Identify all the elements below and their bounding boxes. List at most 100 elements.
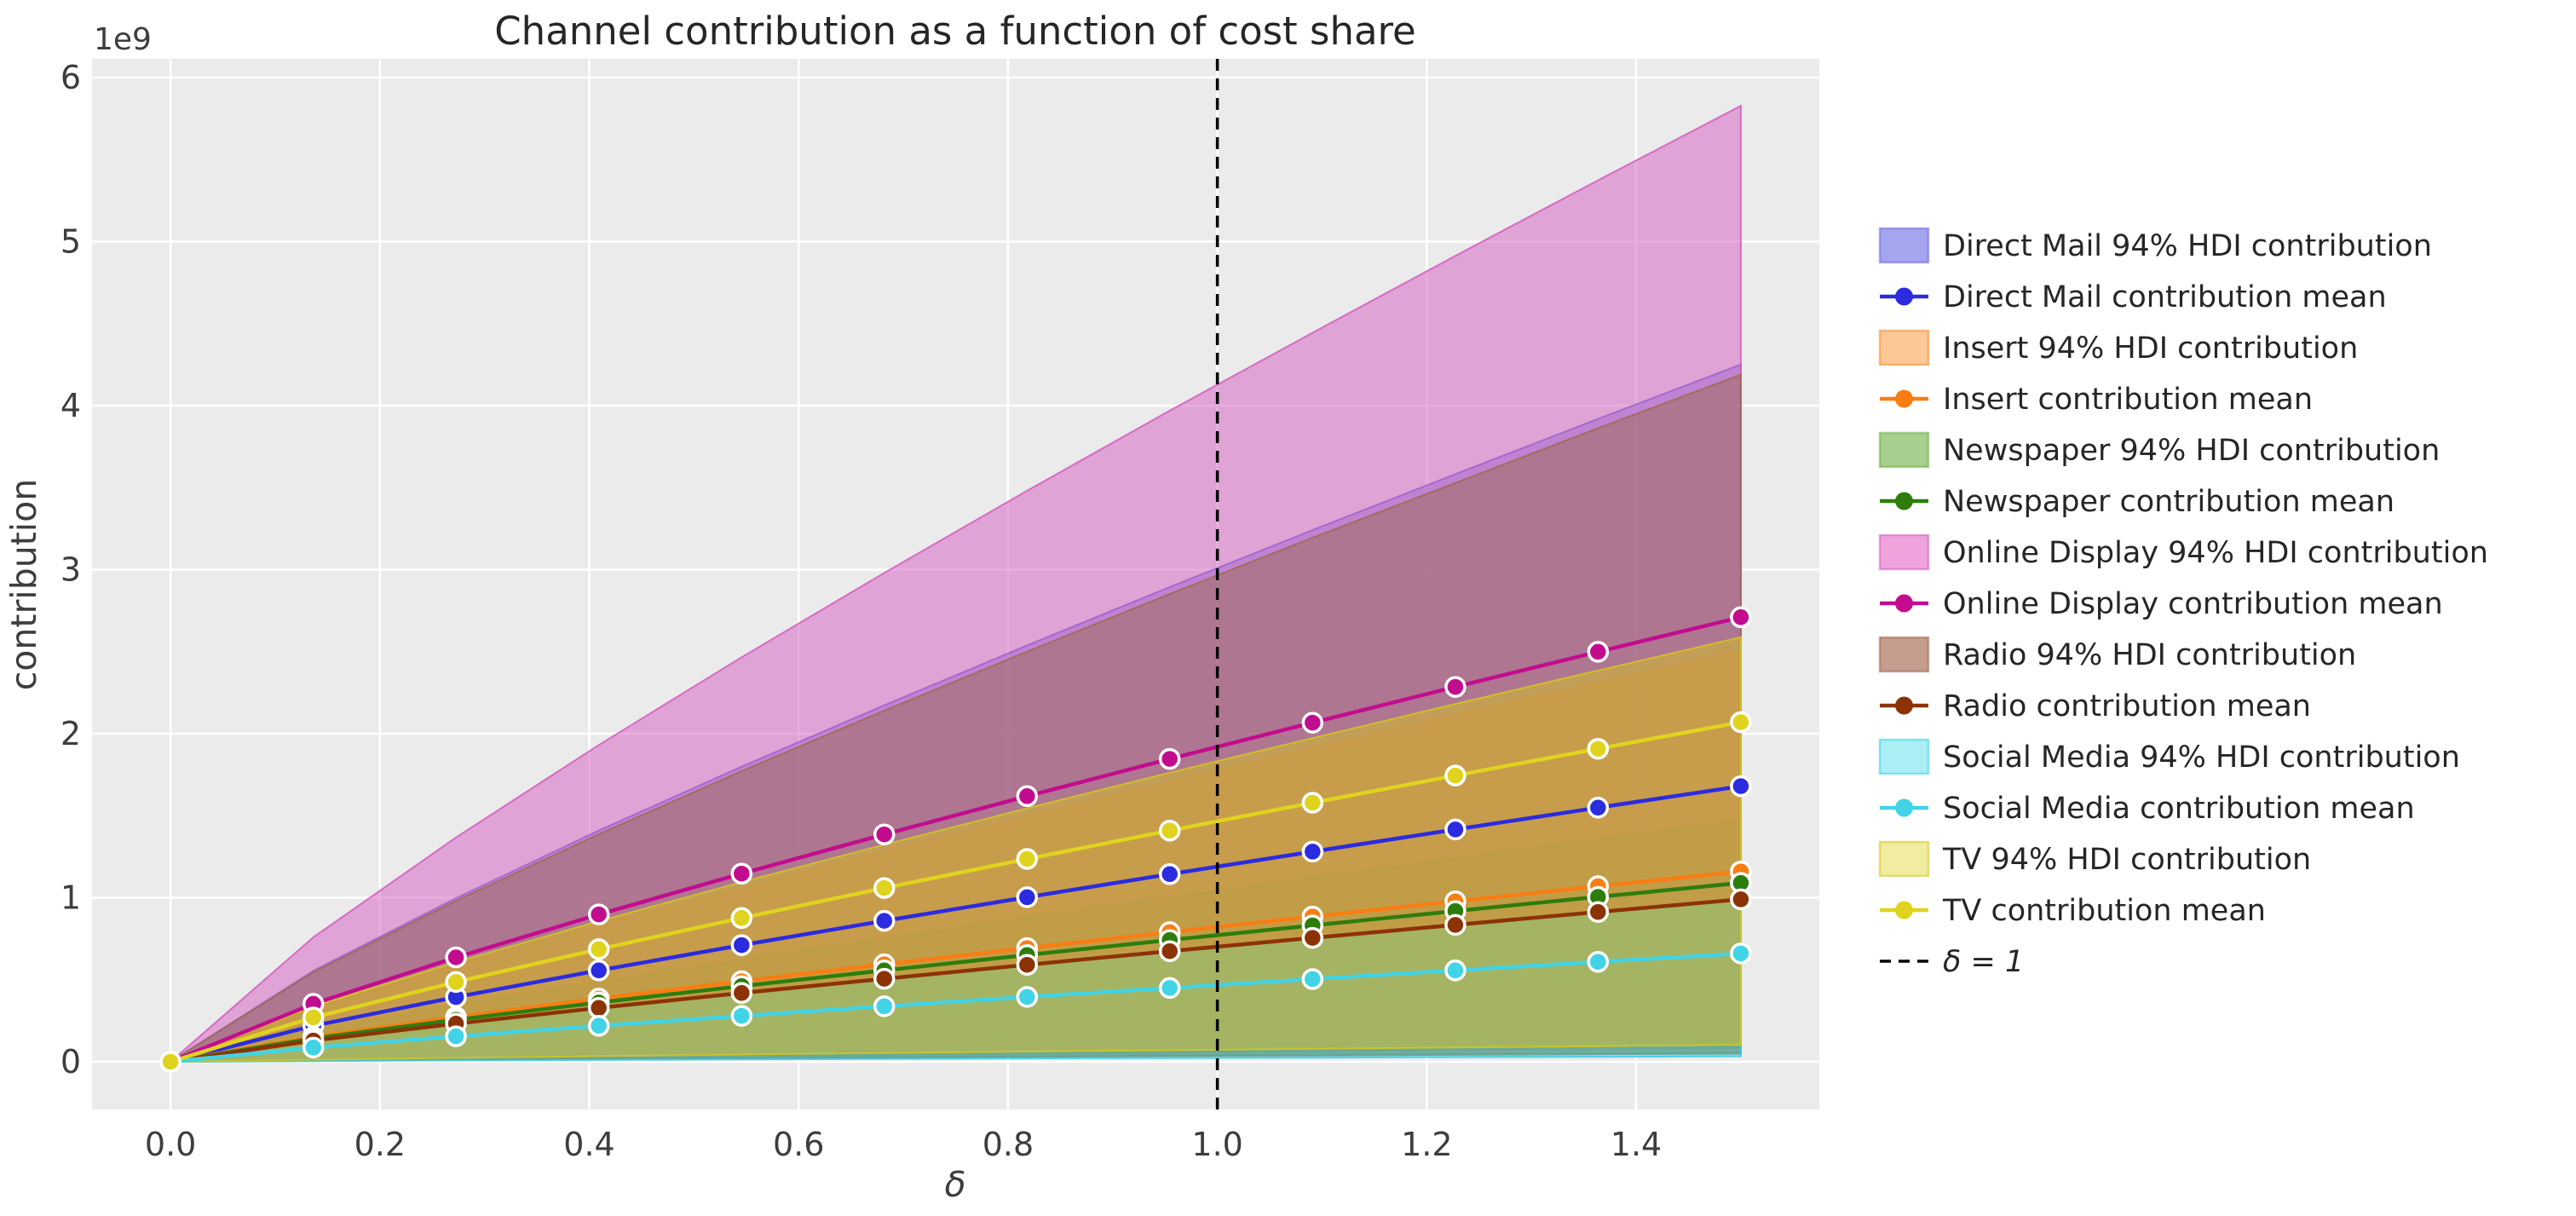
online-display-marker <box>1444 676 1467 698</box>
legend-label: Online Display 94% HDI contribution <box>1943 536 2488 570</box>
y-tick-label: 4 <box>61 387 81 424</box>
x-axis-label: δ <box>944 1164 965 1205</box>
online-display-marker <box>1587 641 1610 663</box>
tv-marker <box>445 971 467 994</box>
online-display-marker <box>1158 747 1181 770</box>
y-tick-labels: 0 1 2 3 4 5 6 <box>61 59 81 1081</box>
legend-entry: Newspaper contribution mean <box>1880 485 2394 519</box>
x-tick-label: 0.8 <box>983 1126 1034 1163</box>
radio-marker <box>1730 888 1752 911</box>
online-display-marker <box>445 946 467 969</box>
radio-marker <box>873 967 896 990</box>
legend-label: TV contribution mean <box>1942 894 2266 928</box>
tv-marker <box>1587 737 1610 760</box>
legend-entry: Insert contribution mean <box>1880 383 2313 417</box>
newspaper-mean-line <box>170 880 1742 1064</box>
online-display-marker <box>587 903 610 925</box>
legend-line-marker <box>1895 594 1913 613</box>
legend-entry: Social Media 94% HDI contribution <box>1878 738 2460 775</box>
radio-mean-line <box>170 897 1742 1064</box>
x-tick-label: 1.0 <box>1191 1126 1242 1163</box>
legend-entry: Newspaper 94% HDI contribution <box>1878 431 2440 469</box>
tv-marker <box>1158 819 1181 842</box>
radio-marker <box>1587 901 1610 923</box>
tv-marker <box>587 938 610 960</box>
legend-label: Online Display contribution mean <box>1943 587 2443 621</box>
legend-entry: Radio contribution mean <box>1880 689 2311 723</box>
online-display-marker <box>1730 606 1752 629</box>
legend-line-marker <box>1895 389 1913 408</box>
social-media-marker <box>1301 968 1324 990</box>
legend-entry: Direct Mail 94% HDI contribution <box>1878 227 2432 264</box>
legend-label: Radio 94% HDI contribution <box>1943 638 2356 672</box>
legend-entry: Online Display 94% HDI contribution <box>1878 533 2488 571</box>
legend-label: Newspaper contribution mean <box>1943 485 2394 519</box>
direct-mail-marker <box>1301 840 1324 863</box>
legend-line-marker <box>1895 492 1913 510</box>
social-media-marker <box>1587 950 1610 973</box>
y-axis-offset-label: 1e9 <box>94 22 152 57</box>
radio-marker <box>1158 940 1181 962</box>
legend-label: Radio contribution mean <box>1943 689 2311 723</box>
legend-label: Newspaper 94% HDI contribution <box>1943 434 2440 468</box>
x-tick-labels: 0.0 0.2 0.4 0.6 0.8 1.0 1.2 1.4 <box>145 1126 1662 1163</box>
legend-label: Insert contribution mean <box>1943 383 2313 417</box>
legend-entry: TV 94% HDI contribution <box>1878 840 2311 878</box>
x-tick-label: 0.2 <box>354 1126 406 1163</box>
direct-mail-marker <box>1016 886 1039 908</box>
social-media-marker <box>1444 960 1467 982</box>
legend-patch-swatch <box>1878 227 1930 264</box>
direct-mail-marker <box>1444 818 1467 841</box>
y-tick-label: 2 <box>61 715 81 752</box>
legend-label: δ = 1 <box>1943 945 2024 979</box>
direct-mail-marker <box>1158 863 1181 885</box>
tv-marker <box>1016 848 1039 870</box>
legend-entry: Radio 94% HDI contribution <box>1878 636 2356 673</box>
radio-marker <box>1016 954 1039 976</box>
tv-marker <box>730 907 753 930</box>
direct-mail-marker <box>1587 797 1610 819</box>
insert-mean-line <box>170 869 1742 1064</box>
legend-entry: TV contribution mean <box>1880 894 2266 928</box>
legend-label: Social Media contribution mean <box>1943 792 2415 826</box>
social-media-marker <box>873 995 896 1017</box>
legend-label: Social Media 94% HDI contribution <box>1943 741 2460 775</box>
legend-line-marker <box>1895 798 1913 817</box>
legend-label: Direct Mail 94% HDI contribution <box>1943 229 2432 263</box>
social-media-marker <box>587 1015 610 1037</box>
y-tick-label: 0 <box>61 1043 81 1081</box>
x-tick-label: 1.2 <box>1401 1126 1452 1163</box>
legend-label: Insert 94% HDI contribution <box>1943 331 2358 366</box>
tv-marker <box>1444 764 1467 787</box>
social-media-mean-line <box>170 951 1742 1064</box>
social-media-marker <box>730 1005 753 1027</box>
y-tick-label: 1 <box>61 879 81 916</box>
mean-lines <box>159 606 1752 1073</box>
radio-marker <box>587 997 610 1019</box>
radio-marker <box>730 982 753 1005</box>
direct-mail-marker <box>730 934 753 956</box>
tv-marker <box>873 877 896 899</box>
direct-mail-marker <box>587 960 610 982</box>
social-media-marker <box>1158 977 1181 1000</box>
legend-entry: Insert 94% HDI contribution <box>1878 329 2358 366</box>
online-display-marker <box>1301 712 1324 734</box>
legend-entry: Direct Mail contribution mean <box>1880 280 2387 314</box>
direct-mail-marker <box>873 909 896 932</box>
legend-label: Direct Mail contribution mean <box>1943 280 2387 314</box>
hdi-bands <box>167 104 1742 1063</box>
y-tick-label: 3 <box>61 550 81 588</box>
x-tick-label: 0.6 <box>773 1126 824 1163</box>
legend-entry: δ = 1 <box>1880 945 2024 979</box>
online-display-marker <box>730 862 753 885</box>
legend-patch-swatch <box>1878 329 1930 366</box>
online-display-marker <box>873 823 896 845</box>
legend-patch-swatch <box>1878 738 1930 775</box>
social-media-marker <box>1730 942 1752 965</box>
tv-marker <box>1730 711 1752 734</box>
online-display-marker <box>1016 785 1039 808</box>
legend-patch-swatch <box>1878 431 1930 469</box>
legend-patch-swatch <box>1878 533 1930 571</box>
